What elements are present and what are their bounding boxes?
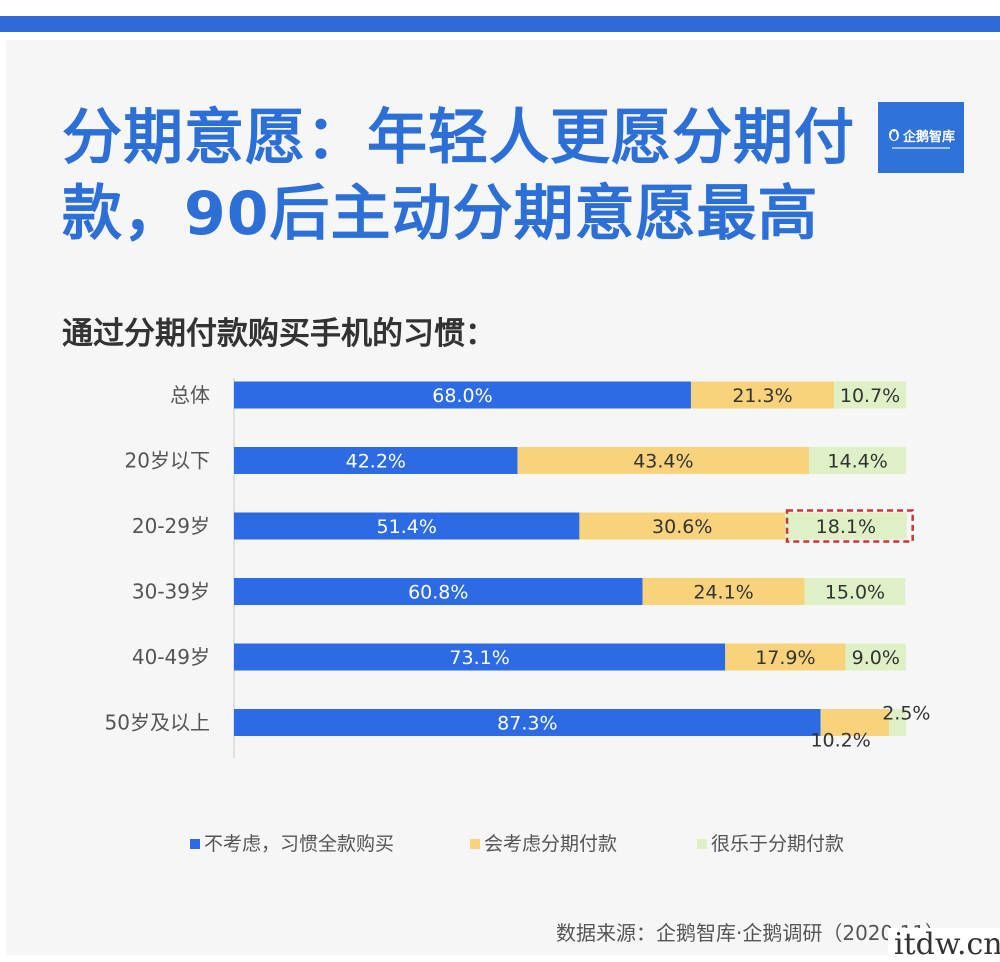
bar-segment (834, 381, 906, 409)
data-label: 15.0% (825, 582, 885, 604)
bar-segment (642, 578, 805, 605)
data-label: 21.3% (732, 385, 792, 407)
data-label: 14.4% (827, 451, 887, 473)
bar-segment (785, 512, 907, 540)
top-accent-bar (0, 16, 1000, 32)
bar-segment (234, 709, 821, 736)
category-label: 50岁及以上 (105, 711, 210, 735)
data-label: 18.1% (816, 516, 876, 538)
legend-label: 不考虑，习惯全款购买 (204, 833, 394, 855)
data-label: 30.6% (652, 516, 712, 538)
bar-segment (889, 709, 906, 736)
bar-segment (725, 643, 846, 671)
legend-swatch (190, 839, 200, 849)
data-label: 87.3% (497, 713, 557, 735)
logo-wordmark: 企鹅智库 (887, 126, 955, 145)
logo-tagline (892, 147, 950, 149)
legend-label: 很乐于分期付款 (711, 833, 844, 855)
data-label: 51.4% (377, 516, 437, 538)
bar-segment (234, 381, 691, 409)
data-label: 9.0% (852, 647, 900, 669)
bar-segment (234, 578, 643, 605)
bar-segment (690, 381, 835, 409)
category-label: 40-49岁 (132, 645, 210, 669)
data-label: 43.4% (633, 451, 693, 473)
logo-text: 企鹅智库 (902, 130, 955, 145)
data-label: 60.8% (408, 582, 468, 604)
data-label: 2.5% (882, 703, 930, 725)
data-label: 10.2% (810, 730, 870, 752)
bar-segment (234, 447, 518, 474)
category-label: 20岁以下 (125, 449, 210, 473)
slide-card (6, 40, 1000, 955)
data-label: 68.0% (432, 385, 492, 407)
bar-segment (820, 709, 890, 736)
chart-title: 通过分期付款购买手机的习惯： (62, 316, 496, 352)
bar-segment (234, 643, 726, 671)
page-title: 分期意愿：年轻人更愿分期付 款，90后主动分期意愿最高 (62, 100, 862, 252)
page-title-line-2: 款，90后主动分期意愿最高 (62, 179, 819, 249)
watermark: itdw.cn (888, 928, 1000, 962)
bar-segment (845, 643, 906, 671)
bar-segment (804, 578, 906, 605)
category-label: 总体 (170, 383, 210, 407)
stacked-bar-chart: 总体 68.0% 21.3% 10.7% 20岁以下 42.2% 43.4% 14.4% 20-… (105, 378, 930, 855)
data-label: 24.1% (693, 582, 753, 604)
data-label: 42.2% (346, 451, 406, 473)
highlight-box (785, 509, 914, 543)
data-label: 73.1% (449, 647, 509, 669)
bar-segment (234, 512, 580, 540)
legend-swatch (697, 839, 707, 849)
bar-segment (517, 447, 810, 474)
penguin-logo-icon (887, 127, 901, 145)
data-label: 10.7% (840, 385, 900, 407)
source-note: 数据来源：企鹅智库·企鹅调研（2020.11） (556, 921, 946, 945)
legend-swatch (470, 839, 480, 849)
bar-segment (809, 447, 906, 474)
brand-logo: 企鹅智库 (878, 102, 964, 173)
data-label: 17.9% (755, 647, 815, 669)
legend-label: 会考虑分期付款 (484, 833, 617, 855)
category-label: 20-29岁 (132, 514, 210, 538)
page-title-line-1: 分期意愿：年轻人更愿分期付 (62, 103, 855, 173)
category-label: 30-39岁 (132, 580, 210, 604)
bar-segment (579, 512, 786, 540)
